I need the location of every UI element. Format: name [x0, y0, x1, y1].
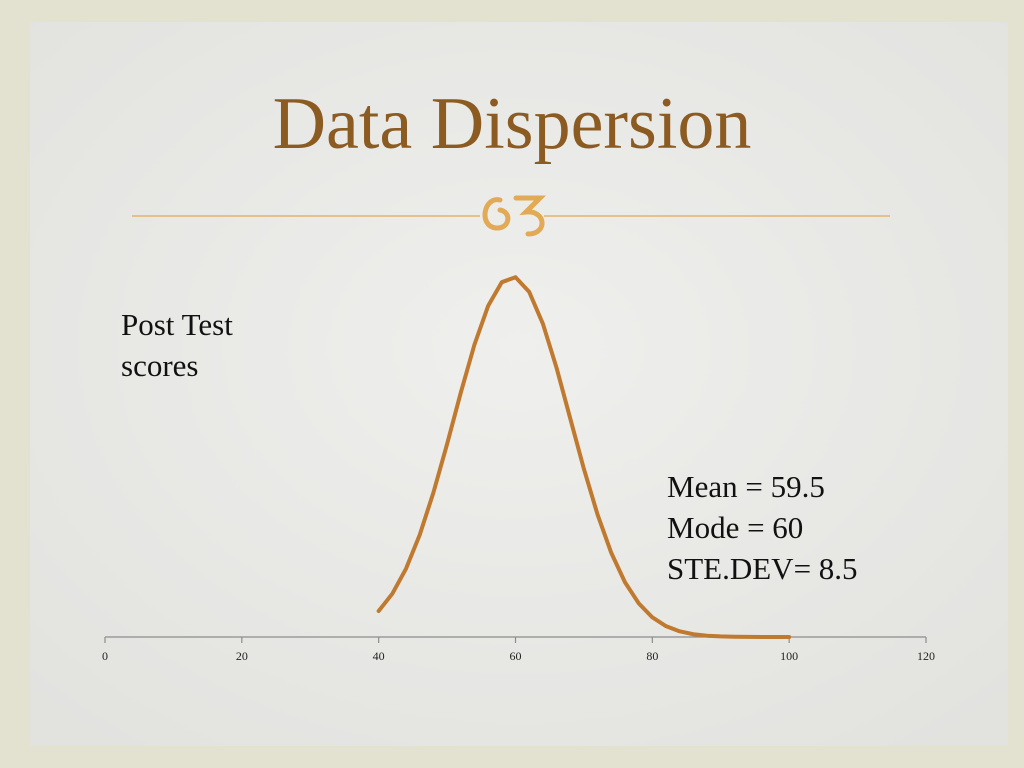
annotation: Mean = 59.5: [667, 469, 825, 504]
annotation: Post Test: [121, 307, 233, 342]
data-line: [376, 275, 792, 639]
annotation: Mode = 60: [667, 510, 803, 545]
x-tick-label: 60: [510, 649, 522, 663]
x-tick-label: 40: [373, 649, 385, 663]
ornament: [482, 195, 547, 237]
x-tick-label: 0: [102, 649, 108, 663]
x-tick-label: 100: [780, 649, 798, 663]
slide-title: Data Dispersion: [273, 83, 752, 165]
annotation: STE.DEV= 8.5: [667, 551, 858, 586]
x-tick-label: 20: [236, 649, 248, 663]
annotation: scores: [121, 348, 198, 383]
plot: 0 20 40 60 80 100 120: [102, 275, 935, 663]
x-tick-label: 80: [646, 649, 658, 663]
slide-panel: [30, 22, 1008, 746]
x-tick-label: 120: [917, 649, 935, 663]
